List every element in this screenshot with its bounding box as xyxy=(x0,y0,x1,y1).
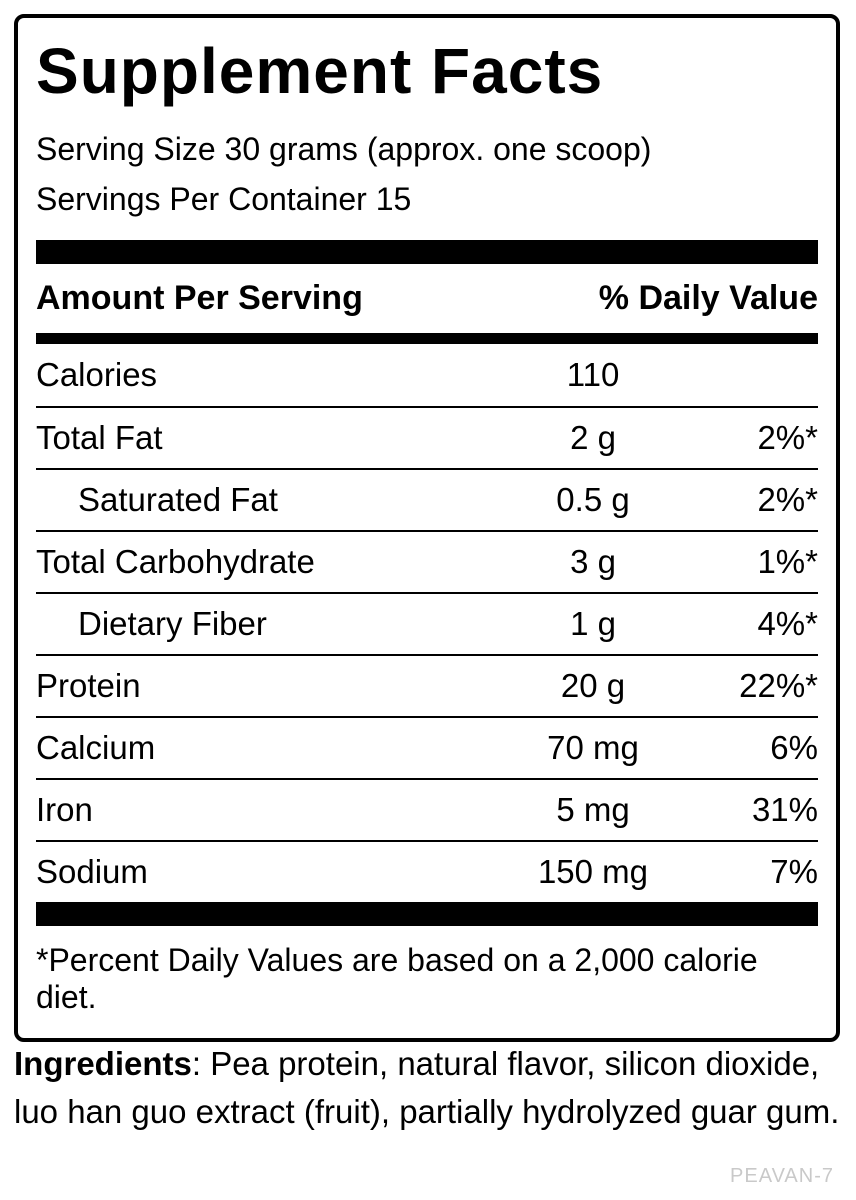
nutrient-amount: 110 xyxy=(566,356,620,394)
nutrient-rows: Calories 110 Total Fat 2 g 2%* Saturated Fat 0… xyxy=(36,344,818,902)
watermark-code: PEAVAN-7 xyxy=(730,1165,834,1187)
nutrient-amount: 0.5 g xyxy=(556,481,630,519)
nutrient-daily-value: 31% xyxy=(751,791,818,829)
nutrient-amount: 5 mg xyxy=(556,791,630,829)
divider-thick-top xyxy=(36,240,818,265)
nutrient-row-calories: Calories 110 xyxy=(36,344,818,406)
nutrient-name: Calcium xyxy=(36,729,156,767)
supplement-facts-panel: Supplement Facts Serving Size 30 grams (… xyxy=(14,14,840,1043)
nutrient-row-sodium: Sodium 150 mg 7% xyxy=(36,840,818,902)
nutrient-daily-value: 4%* xyxy=(757,605,818,643)
nutrient-amount: 20 g xyxy=(560,667,626,705)
nutrient-row-saturated-fat: Saturated Fat 0.5 g 2%* xyxy=(36,468,818,530)
daily-value-footnote: *Percent Daily Values are based on a 2,0… xyxy=(36,942,758,1016)
nutrient-daily-value: 2%* xyxy=(757,481,818,519)
nutrient-name: Calories xyxy=(36,356,158,394)
nutrient-row-total-fat: Total Fat 2 g 2%* xyxy=(36,406,818,468)
nutrient-amount: 3 g xyxy=(570,543,616,581)
ingredients-paragraph: Ingredients: Pea protein, natural flavor… xyxy=(14,1040,842,1136)
nutrient-amount: 1 g xyxy=(570,605,616,643)
nutrient-name: Total Fat xyxy=(36,419,163,457)
nutrient-amount: 70 mg xyxy=(547,729,639,767)
serving-size-line: Serving Size 30 grams (approx. one scoop… xyxy=(36,131,652,168)
nutrient-name: Sodium xyxy=(36,853,148,891)
panel-title: Supplement Facts xyxy=(36,35,604,107)
nutrient-name: Total Carbohydrate xyxy=(36,543,315,581)
nutrient-name: Iron xyxy=(36,791,93,829)
nutrient-name: Protein xyxy=(36,667,141,705)
nutrient-row-protein: Protein 20 g 22%* xyxy=(36,654,818,716)
nutrient-row-iron: Iron 5 mg 31% xyxy=(36,778,818,840)
nutrient-daily-value: 2%* xyxy=(757,419,818,457)
divider-medium xyxy=(36,333,818,345)
nutrient-daily-value: 7% xyxy=(770,853,818,891)
servings-per-container-line: Servings Per Container 15 xyxy=(36,180,412,217)
table-header-row: Amount Per Serving % Daily Value xyxy=(36,264,818,333)
nutrient-daily-value: 1%* xyxy=(757,543,818,581)
amount-per-serving-header: Amount Per Serving xyxy=(36,279,363,318)
ingredients-label: Ingredients xyxy=(14,1045,192,1082)
nutrient-daily-value: 22%* xyxy=(739,667,818,705)
nutrient-row-calcium: Calcium 70 mg 6% xyxy=(36,716,818,778)
divider-thick-bottom xyxy=(36,902,818,927)
nutrient-row-total-carbohydrate: Total Carbohydrate 3 g 1%* xyxy=(36,530,818,592)
nutrient-name: Saturated Fat xyxy=(78,481,278,519)
ingredients-text: : Pea protein, natural flavor, silicon d… xyxy=(14,1045,840,1130)
nutrient-row-dietary-fiber: Dietary Fiber 1 g 4%* xyxy=(36,592,818,654)
nutrient-amount: 2 g xyxy=(570,419,616,457)
nutrient-amount: 150 mg xyxy=(537,853,649,891)
nutrient-name: Dietary Fiber xyxy=(78,605,267,643)
nutrient-daily-value: 6% xyxy=(770,729,818,767)
daily-value-header: % Daily Value xyxy=(598,279,818,318)
